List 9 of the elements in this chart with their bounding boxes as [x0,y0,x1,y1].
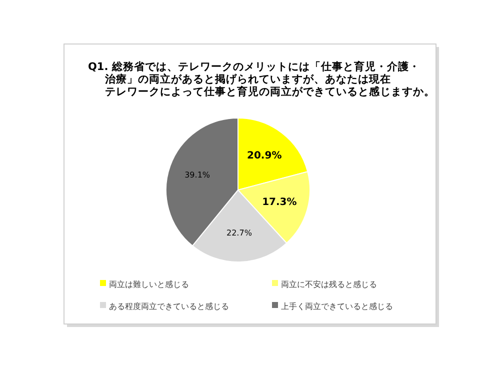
data-label: 39.1% [184,170,210,180]
legend-label: ある程度両立できていると感じる [109,302,229,312]
legend-label: 上手く両立できていると感じる [281,302,393,312]
data-label: 17.3% [262,196,297,208]
legend-label: 両立は難しいと感じる [109,280,189,290]
data-label: 22.7% [226,228,252,238]
legend-label: 両立に不安は残ると感じる [281,280,377,290]
chart-title: Q1. 総務省では、テレワークのメリットには「仕事と育児・介護・治療」の両立があると掲げられていますが、あなたは現在テレワークによって仕事と育児の両立ができていると感じますか。 [88,60,435,98]
data-label: 20.9% [247,150,282,162]
